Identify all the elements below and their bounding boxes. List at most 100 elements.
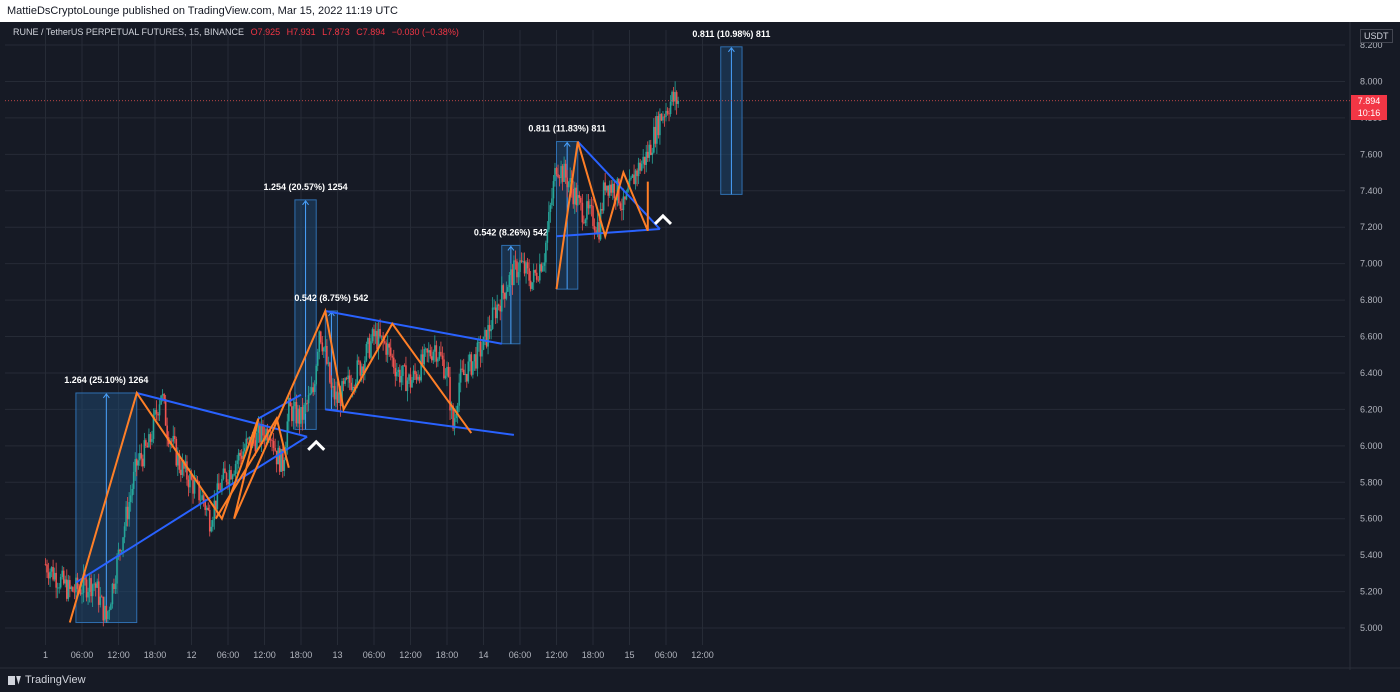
candle-body — [183, 461, 185, 469]
candle-body — [111, 583, 114, 605]
candle-body — [55, 572, 57, 588]
candle-body — [180, 469, 182, 475]
candle-body — [135, 459, 138, 466]
candle-body — [648, 144, 651, 158]
candle-body — [329, 362, 331, 383]
candle-body — [411, 380, 413, 388]
candle-body — [70, 587, 73, 589]
candle-body — [389, 347, 392, 356]
candle-body — [138, 453, 141, 461]
candle-body — [350, 382, 352, 391]
candle-body — [493, 307, 495, 309]
candle-body — [140, 453, 143, 459]
candle-body — [231, 475, 234, 480]
candle-body — [653, 126, 655, 153]
x-tick-label: 1 — [43, 650, 48, 660]
candle-body — [120, 550, 123, 552]
candle-body — [589, 204, 591, 209]
chevron-up-icon — [307, 439, 326, 451]
candle-body — [590, 204, 593, 206]
currency-label[interactable]: USDT — [1360, 29, 1393, 43]
candle-body — [662, 116, 664, 121]
candle-body — [128, 502, 130, 520]
candle-body — [535, 272, 538, 280]
candle-body — [485, 329, 488, 347]
candle-body — [551, 198, 553, 206]
candle-body — [414, 370, 416, 375]
candle-body — [198, 481, 200, 501]
candle-body — [462, 369, 465, 375]
candle-body — [409, 374, 412, 388]
candle-body — [510, 269, 512, 276]
candle-body — [72, 587, 74, 592]
measure-range-label: 0.811 (11.83%) 811 — [528, 124, 606, 134]
candle-body — [526, 262, 529, 269]
candle-body — [228, 470, 231, 485]
candle-body — [108, 609, 111, 612]
candle-body — [233, 473, 235, 476]
candle-body — [421, 354, 424, 365]
x-tick-label: 12:00 — [399, 650, 422, 660]
candle-body — [234, 463, 237, 474]
symbol-name[interactable]: RUNE / TetherUS PERPETUAL FUTURES, 15, B… — [13, 27, 245, 37]
candle-body — [236, 460, 238, 464]
candle-body — [75, 577, 77, 593]
candle-body — [434, 345, 436, 352]
candle-body — [370, 341, 372, 358]
y-tick-label: 7.400 — [1360, 186, 1383, 196]
candle-body — [303, 405, 305, 420]
candle-body — [336, 391, 339, 403]
candle-body — [190, 473, 193, 480]
candle-body — [187, 479, 190, 488]
candle-body — [259, 424, 261, 443]
candle-body — [132, 471, 135, 489]
x-tick-label: 06:00 — [217, 650, 240, 660]
candle-body — [288, 397, 290, 422]
candle-body — [465, 373, 468, 382]
candle-body — [177, 453, 179, 466]
candle-body — [450, 405, 453, 411]
candle-body — [374, 330, 377, 337]
measure-range-label: 1.264 (25.10%) 1264 — [64, 375, 148, 385]
candle-body — [164, 399, 167, 426]
candle-body — [555, 168, 558, 175]
candle-body — [222, 468, 225, 479]
candle-body — [269, 439, 272, 441]
measure-range-label: 1.254 (20.57%) 1254 — [264, 182, 348, 192]
candle-body — [114, 583, 117, 590]
bar-countdown: 10:16 — [1357, 108, 1381, 118]
tradingview-logo[interactable]: TradingView — [8, 674, 86, 686]
candle-body — [312, 387, 314, 392]
candlestick-chart[interactable]: 5.000 5.200 5.400 5.600 5.800 6.000 6.200 6.400… — [0, 0, 1400, 670]
candle-body — [257, 424, 260, 433]
candle-body — [391, 355, 394, 358]
candle-body — [69, 580, 71, 589]
candle-body — [415, 374, 418, 380]
zigzag-pattern — [555, 141, 649, 290]
candle-body — [666, 110, 669, 114]
candle-body — [274, 447, 276, 451]
candle-body — [412, 370, 415, 381]
candle-body — [327, 362, 330, 364]
candle-body — [105, 605, 108, 620]
candle-body — [281, 449, 284, 472]
brand-name: TradingView — [25, 674, 86, 686]
x-tick-label: 12 — [186, 650, 196, 660]
candle-body — [548, 211, 550, 230]
candle-body — [359, 361, 362, 376]
candle-body — [566, 177, 568, 188]
candle-body — [91, 584, 94, 597]
candle-body — [79, 589, 82, 595]
chart-area[interactable] — [0, 22, 1400, 670]
candle-body — [123, 526, 126, 538]
trendline — [257, 393, 302, 420]
candle-body — [668, 113, 670, 115]
candle-body — [402, 365, 404, 376]
trendline — [325, 310, 502, 345]
candle-body — [478, 342, 480, 343]
candle-body — [659, 113, 661, 136]
candle-body — [321, 342, 324, 352]
candle-body — [301, 407, 304, 420]
candle-body — [534, 270, 537, 273]
candle-body — [246, 438, 249, 440]
